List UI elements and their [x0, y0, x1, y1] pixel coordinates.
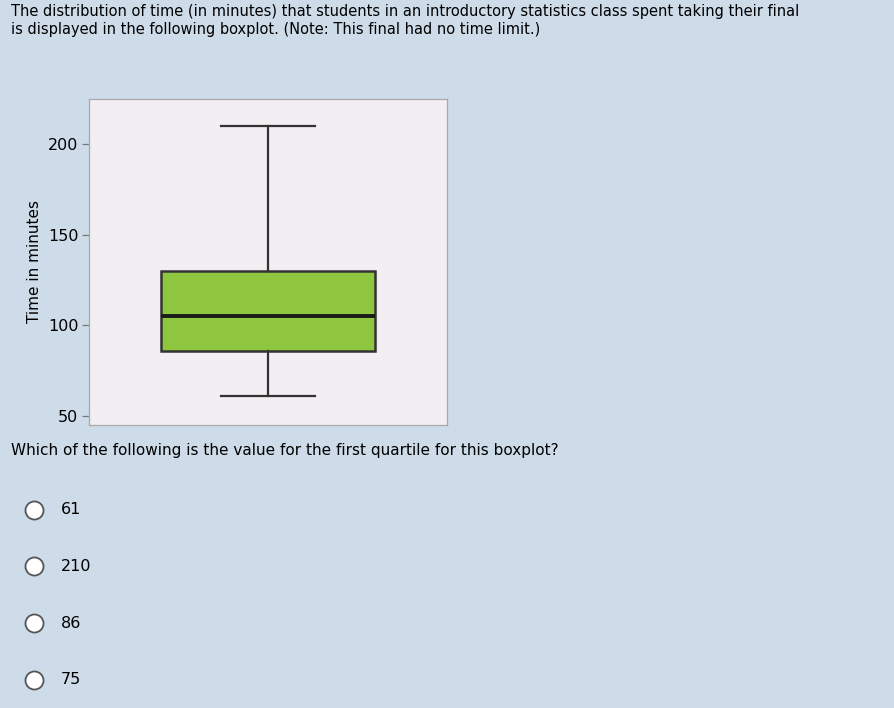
Text: 86: 86 — [61, 615, 81, 631]
Bar — [161, 271, 375, 350]
Text: 61: 61 — [61, 502, 81, 518]
Text: The distribution of time (in minutes) that students in an introductory statistic: The distribution of time (in minutes) th… — [11, 4, 799, 37]
Text: Which of the following is the value for the first quartile for this boxplot?: Which of the following is the value for … — [11, 442, 559, 458]
Y-axis label: Time in minutes: Time in minutes — [27, 200, 42, 324]
Text: 210: 210 — [61, 559, 91, 574]
Text: 75: 75 — [61, 672, 81, 687]
